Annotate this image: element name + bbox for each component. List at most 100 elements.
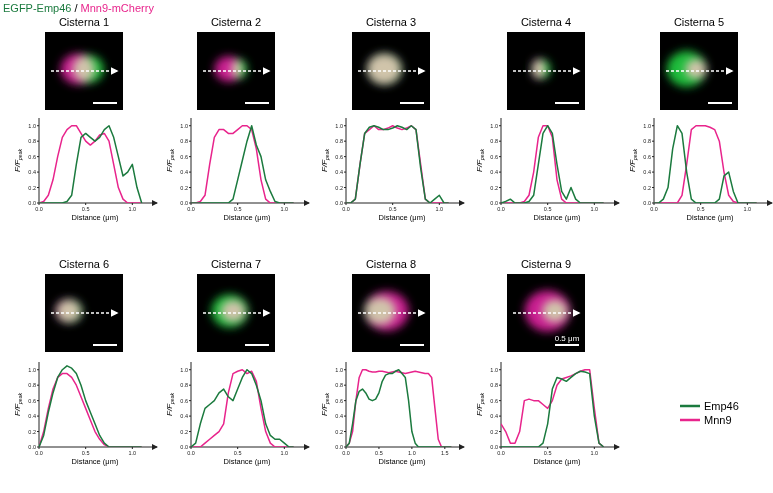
x-axis-label: Distance (μm) (534, 457, 581, 466)
y-tick-label: 0.4 (335, 169, 343, 175)
x-tick-label: 0.0 (35, 206, 43, 212)
x-axis-label: Distance (μm) (72, 213, 119, 222)
y-tick-label: 0.8 (490, 382, 498, 388)
header: EGFP-Emp46/Mnn9-mCherry (3, 2, 154, 14)
image-background (352, 274, 430, 352)
y-tick (189, 400, 191, 401)
plot-lines (191, 370, 294, 447)
x-tick-label: 0.0 (35, 450, 43, 456)
x-tick-label: 0.5 (375, 450, 383, 456)
y-tick-label: 0.8 (180, 382, 188, 388)
x-axis-label: Distance (μm) (379, 457, 426, 466)
x-tick-label: 0.5 (544, 450, 552, 456)
profile-line (346, 370, 451, 447)
x-tick-label: 1.0 (129, 206, 137, 212)
x-tick-label: 0.0 (187, 450, 195, 456)
x-axis-label: Distance (μm) (224, 457, 271, 466)
y-axis-label-subscript: peak (479, 149, 485, 161)
y-axis-label-subscript: peak (479, 393, 485, 405)
scale-bar (93, 102, 117, 104)
panel-title: Cisterna 6 (59, 258, 109, 270)
y-axis (654, 118, 655, 203)
y-tick-label: 0.8 (28, 382, 36, 388)
y-tick (344, 369, 346, 370)
x-tick (284, 203, 285, 205)
signal-blob (542, 300, 567, 323)
image-background (507, 274, 585, 352)
y-tick-label: 0.6 (643, 154, 651, 160)
profile-line (501, 371, 604, 447)
y-tick-label: 0.2 (490, 429, 498, 435)
profile-line (39, 126, 142, 203)
signal-blob (365, 291, 409, 331)
x-tick-label: 1.0 (591, 206, 599, 212)
x-tick-label: 1.0 (436, 206, 444, 212)
x-tick-label: 0.0 (342, 206, 350, 212)
image-background (507, 32, 585, 110)
x-tick (392, 203, 393, 205)
plot-lines (39, 366, 142, 447)
x-tick-label: 0.5 (697, 206, 705, 212)
y-tick-label: 0.2 (180, 185, 188, 191)
legend-swatch (680, 405, 700, 408)
y-axis (191, 362, 192, 447)
y-tick (37, 125, 39, 126)
profile-line (346, 370, 451, 447)
y-axis-label: F/Fpeak (320, 149, 330, 172)
y-tick (37, 431, 39, 432)
x-tick-label: 1.0 (281, 450, 289, 456)
x-tick-label: 1.0 (129, 450, 137, 456)
y-tick-label: 1.0 (490, 367, 498, 373)
x-tick-label: 1.0 (591, 450, 599, 456)
x-axis-label: Distance (μm) (379, 213, 426, 222)
y-tick-label: 0.4 (180, 169, 188, 175)
y-tick (344, 125, 346, 126)
panel: Cisterna 90.5 μm0.00.20.40.60.81.00.00.5… (475, 258, 619, 466)
panel-title: Cisterna 2 (211, 16, 261, 28)
y-axis-label: F/Fpeak (475, 149, 485, 172)
panel-title: Cisterna 4 (521, 16, 571, 28)
y-tick (499, 156, 501, 157)
profile-line (191, 370, 294, 447)
x-tick (346, 203, 347, 205)
panel: Cisterna 20.00.20.40.60.81.00.00.51.0Dis… (165, 16, 309, 222)
y-axis-label-subscript: peak (169, 393, 175, 405)
y-tick-label: 1.0 (490, 123, 498, 129)
panel: Cisterna 60.00.20.40.60.81.00.00.51.0Dis… (13, 258, 157, 466)
profile-arrow (358, 70, 424, 72)
scale-bar (400, 344, 424, 346)
scale-bar (93, 344, 117, 346)
y-tick-label: 1.0 (643, 123, 651, 129)
figure: EGFP-Emp46/Mnn9-mCherryCisterna 10.00.20… (0, 0, 773, 493)
image-background (660, 32, 738, 110)
y-tick (652, 172, 654, 173)
panel-title: Cisterna 7 (211, 258, 261, 270)
signal-blob (231, 59, 247, 79)
profile-arrow (51, 312, 117, 314)
x-tick (700, 203, 701, 205)
scale-bar-label: 0.5 μm (555, 334, 580, 343)
y-tick (499, 187, 501, 188)
profile-line (501, 126, 604, 203)
y-tick (189, 156, 191, 157)
y-tick-label: 1.0 (335, 123, 343, 129)
x-axis-label: Distance (μm) (72, 457, 119, 466)
y-tick (37, 400, 39, 401)
y-axis-label: F/Fpeak (13, 393, 23, 416)
x-tick (39, 447, 40, 449)
x-tick (85, 203, 86, 205)
x-axis-label: Distance (μm) (687, 213, 734, 222)
x-tick (444, 447, 445, 449)
x-tick (132, 447, 133, 449)
y-axis-label: F/Fpeak (165, 393, 175, 416)
image-background (352, 32, 430, 110)
y-tick (499, 125, 501, 126)
y-axis-label-subscript: peak (324, 149, 330, 161)
image (525, 291, 570, 332)
y-tick-label: 0.6 (335, 398, 343, 404)
signal-blob (57, 300, 83, 323)
y-tick (499, 431, 501, 432)
panel: Cisterna 10.00.20.40.60.81.00.00.51.0Dis… (13, 16, 157, 222)
scale-bar (555, 102, 579, 104)
image (211, 294, 248, 327)
